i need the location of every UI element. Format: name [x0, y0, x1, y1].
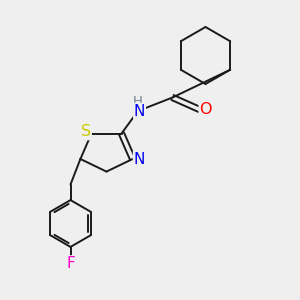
Text: H: H: [133, 95, 142, 108]
Text: N: N: [134, 152, 145, 166]
Text: S: S: [81, 124, 91, 140]
Text: F: F: [66, 256, 75, 271]
Text: N: N: [134, 103, 145, 118]
Text: O: O: [199, 102, 212, 117]
